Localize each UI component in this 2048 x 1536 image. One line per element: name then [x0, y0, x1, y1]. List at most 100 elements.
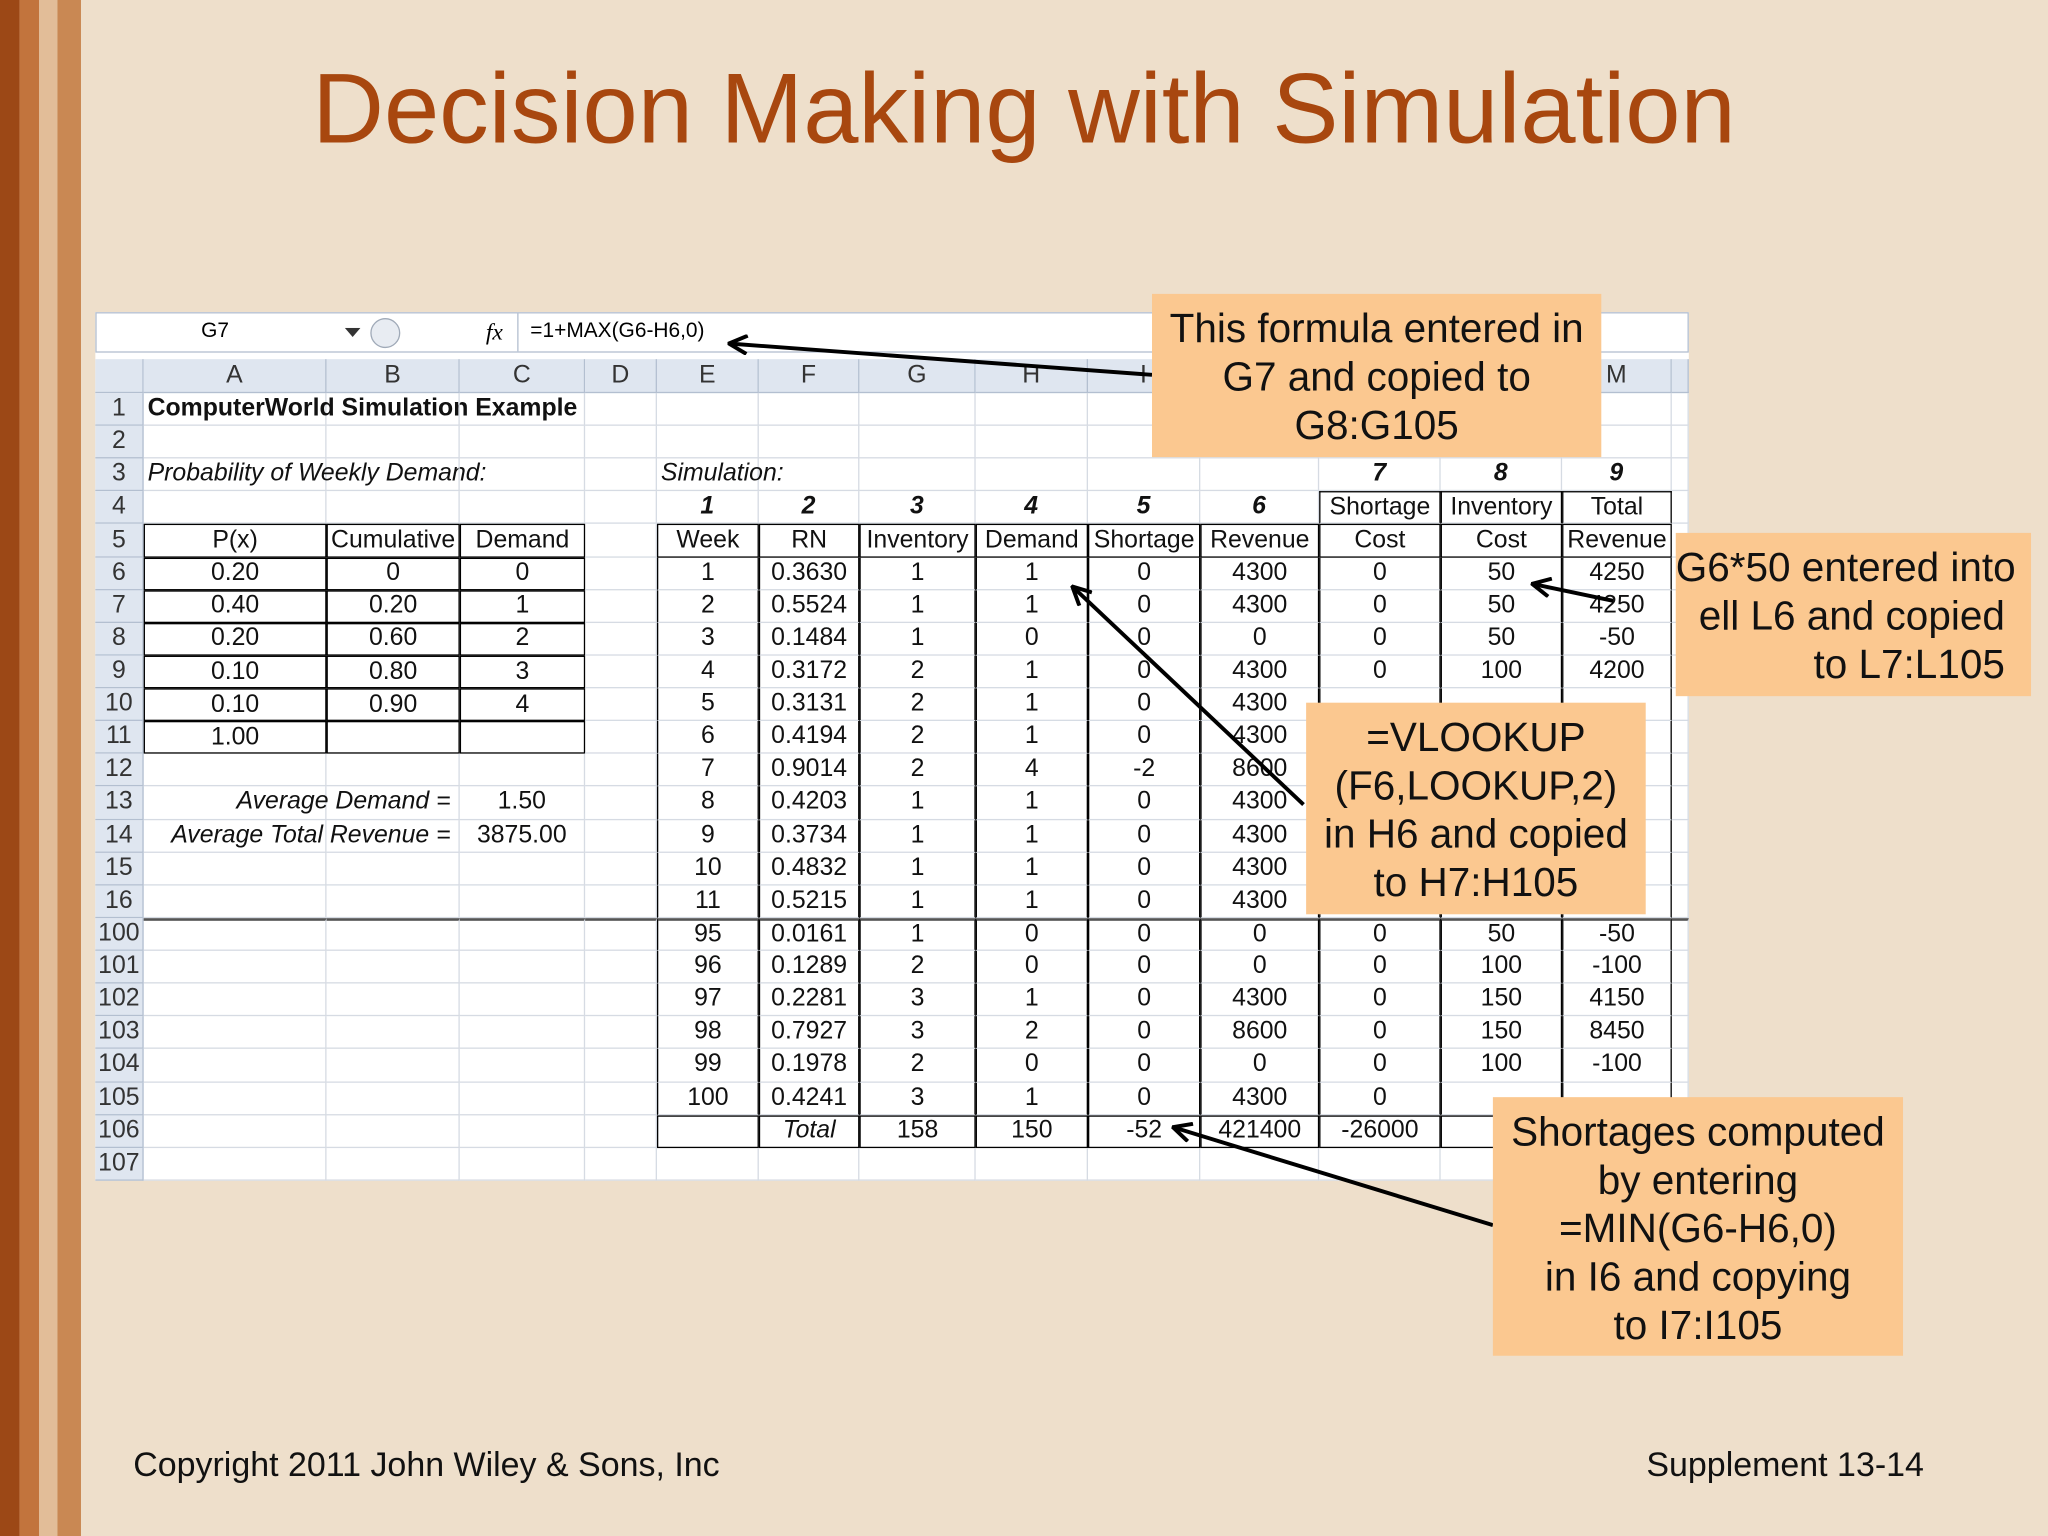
cell: 97 — [656, 983, 759, 1017]
row-header: 8 — [95, 622, 144, 656]
cell: 2 — [859, 754, 976, 787]
cell: 8 — [656, 786, 759, 820]
cell — [143, 1049, 327, 1083]
cell: 7 — [656, 754, 759, 787]
row-header: 102 — [95, 983, 144, 1017]
column-header: D — [585, 359, 657, 394]
cell: 0 — [1319, 589, 1441, 623]
footer-right: Supplement 13-14 — [1646, 1444, 1924, 1484]
cell: -100 — [1562, 950, 1672, 984]
cell: Revenue — [1200, 524, 1320, 558]
cell: 0.3172 — [758, 655, 860, 689]
cell: 0 — [1087, 1016, 1201, 1050]
cell — [585, 983, 657, 1017]
cell: 0.0161 — [758, 918, 860, 951]
cell: 0 — [1087, 655, 1201, 689]
cell: 0 — [1319, 557, 1441, 590]
cell: 0 — [975, 1049, 1088, 1083]
callout-line: =MIN(G6-H6,0) — [1559, 1205, 1837, 1252]
cell: 2 — [859, 950, 976, 984]
cell: 0.40 — [143, 589, 327, 623]
row-header: 3 — [95, 458, 144, 492]
cell: 6 — [1200, 491, 1320, 525]
cell — [326, 721, 460, 755]
cell: 8450 — [1562, 1016, 1672, 1050]
cell — [585, 688, 657, 722]
cell — [585, 819, 657, 853]
cell: 0.4832 — [758, 852, 860, 886]
cell: 3 — [859, 491, 976, 525]
cell: Total — [1562, 491, 1672, 525]
cell — [585, 1082, 657, 1115]
cell: 4300 — [1200, 655, 1320, 689]
arrow — [1173, 1127, 1494, 1228]
cell: 1 — [975, 885, 1088, 919]
divider — [517, 313, 519, 352]
cell — [326, 1114, 460, 1148]
cell: 0 — [1087, 557, 1201, 590]
row-header: 2 — [95, 425, 144, 459]
cell: 0 — [975, 622, 1088, 656]
cell — [1671, 1016, 1689, 1050]
callout: G6*50 entered into ell L6 and copied to L7… — [1675, 532, 2032, 697]
cell: 6 — [656, 721, 759, 755]
cell — [459, 885, 586, 919]
cell: 4200 — [1562, 655, 1672, 689]
cell: 0 — [1319, 655, 1441, 689]
cell — [1087, 458, 1201, 492]
cell — [143, 1114, 327, 1148]
cell: 50 — [1440, 589, 1563, 623]
cell — [326, 885, 460, 919]
cell: 0 — [1087, 1049, 1201, 1083]
cell: 100 — [1440, 655, 1563, 689]
callout-line: G6*50 entered into — [1675, 544, 2016, 591]
cell: 0 — [1200, 918, 1320, 951]
cell: 2 — [859, 655, 976, 689]
cell — [859, 458, 976, 492]
cell: 0.10 — [143, 688, 327, 722]
cell — [143, 1016, 327, 1050]
cell — [1671, 950, 1689, 984]
cell: 0 — [1087, 983, 1201, 1017]
cell — [656, 1147, 759, 1181]
column-header: A — [143, 359, 327, 394]
row-header: 6 — [95, 557, 144, 590]
cell — [459, 983, 586, 1017]
cell: 8600 — [1200, 1016, 1320, 1050]
cell: 0.20 — [143, 622, 327, 656]
cell — [143, 950, 327, 984]
cell: 0.9014 — [758, 754, 860, 787]
cell — [656, 425, 759, 459]
cell: 150 — [975, 1114, 1088, 1148]
cell: RN — [758, 524, 860, 558]
cell — [326, 491, 460, 525]
cell — [585, 885, 657, 919]
cell: 0.4203 — [758, 786, 860, 820]
cell: 150 — [1440, 1016, 1563, 1050]
cell: Cumulative — [326, 524, 460, 558]
cell: 3875.00 — [459, 819, 586, 853]
cell: Shortage — [1319, 491, 1441, 525]
cell — [859, 1147, 976, 1181]
callout-line: (F6,LOOKUP,2) — [1334, 762, 1618, 809]
cell — [585, 655, 657, 689]
column-header — [1671, 359, 1689, 394]
cell — [585, 950, 657, 984]
cell — [859, 425, 976, 459]
cell: 0 — [1087, 1082, 1201, 1115]
cell — [143, 983, 327, 1017]
callout-line: =VLOOKUP — [1366, 714, 1586, 761]
cell: 2 — [459, 622, 586, 656]
cell — [1671, 852, 1689, 886]
row-header: 15 — [95, 852, 144, 886]
cell: Inventory — [1440, 491, 1563, 525]
cell — [143, 754, 327, 787]
cell — [143, 885, 327, 919]
cell: 0 — [1319, 1049, 1441, 1083]
cell: 1 — [859, 918, 976, 951]
cell — [459, 1114, 586, 1148]
cell — [143, 819, 327, 853]
cell: 0.60 — [326, 622, 460, 656]
callout-line: ell L6 and copied — [1698, 592, 2005, 639]
